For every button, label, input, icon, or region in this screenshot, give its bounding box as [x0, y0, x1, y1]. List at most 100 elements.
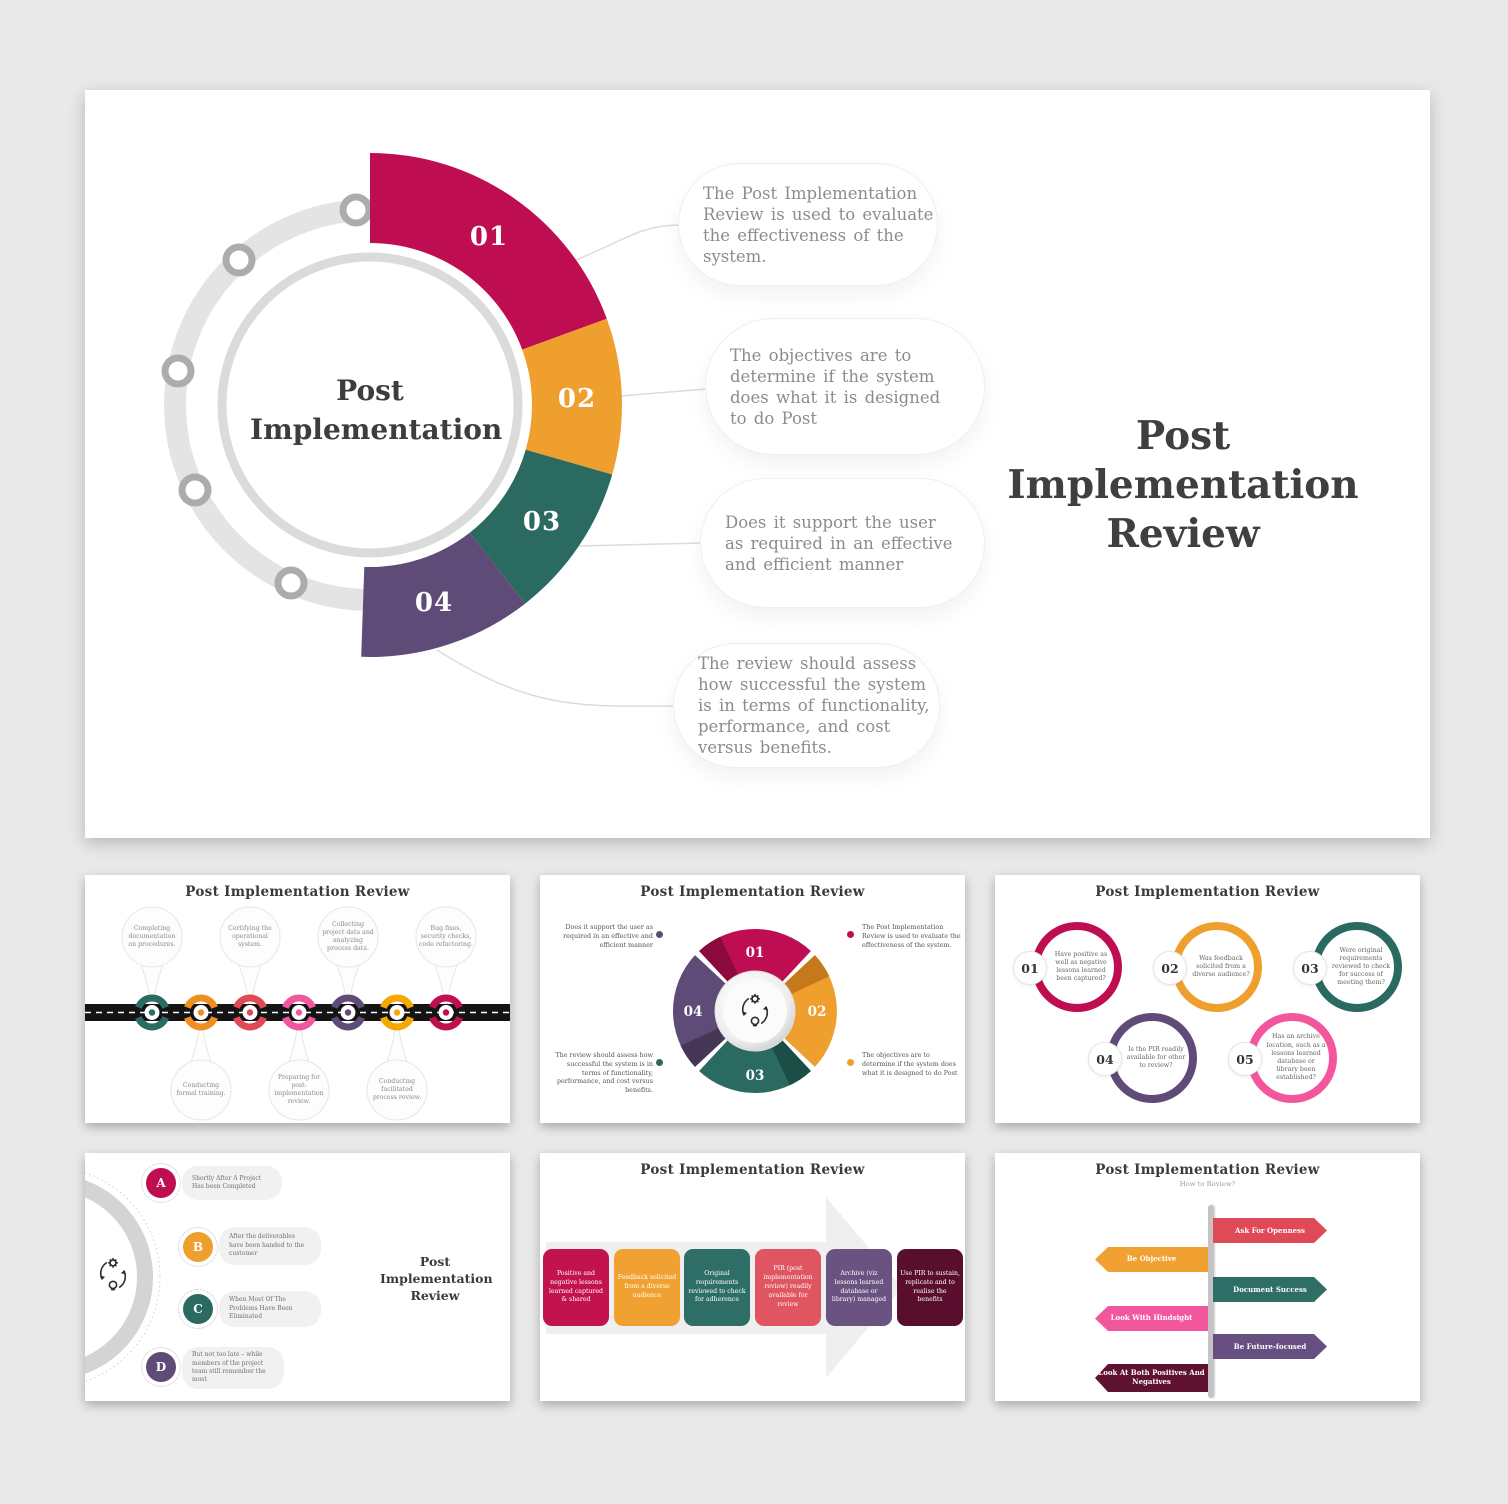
- letter: C: [193, 1302, 203, 1316]
- letter-note-text: But not too late – while members of the …: [192, 1351, 266, 1384]
- letter-note: After the deliverables have been handed …: [219, 1227, 321, 1265]
- slide-thumbnail-process[interactable]: Post Implementation Review Positive and …: [540, 1153, 965, 1401]
- ring-number: 01: [1021, 960, 1039, 976]
- letter-ring: [141, 1163, 181, 1203]
- note-text-2: The objectives are to determine if the s…: [730, 345, 941, 428]
- quad-diagram: 01 02 03 04: [672, 928, 837, 1094]
- note-dot: [847, 1059, 854, 1066]
- balloon-shapes: [121, 906, 477, 1121]
- ring-text: Have positive as well as negative lesson…: [1054, 950, 1108, 983]
- ring-text: Was feedback solicited from a diverse au…: [1192, 954, 1250, 979]
- sign-text: Be Future-focused: [1233, 1342, 1307, 1351]
- slide-thumbnail-letters[interactable]: A Shortly After A Project Has been Compl…: [85, 1153, 510, 1401]
- timeline-label: Conducting facilitated process review.: [372, 1077, 422, 1102]
- connector-lines: [436, 224, 708, 707]
- petal-number: 01: [746, 945, 765, 961]
- ring-number-badge: 04: [1088, 1042, 1122, 1076]
- side-arc-graphic: [85, 1172, 161, 1382]
- slide-thumbnail-timeline[interactable]: Post Implementation Review: [85, 875, 510, 1123]
- timeline-label: Conducting formal training.: [176, 1081, 226, 1097]
- ring-number: 02: [1161, 960, 1179, 976]
- letter-badge-d: D: [146, 1352, 176, 1382]
- signpost-pole: [1208, 1205, 1214, 1398]
- slide-thumbnail-rings[interactable]: Post Implementation Review Have positive…: [995, 875, 1420, 1123]
- segment-04-number: 04: [415, 588, 453, 618]
- segment-02-arc[interactable]: [522, 318, 622, 475]
- petal-number: 03: [746, 1068, 765, 1084]
- letter-note: When Most Of The Problems Have Been Elim…: [219, 1291, 321, 1327]
- note-bubble-2: The objectives are to determine if the s…: [705, 318, 985, 455]
- process-step-2: Feedback solicited from a diverse audien…: [614, 1249, 680, 1326]
- note-text-4: The review should assess how successful …: [698, 654, 930, 757]
- letter-badge-b: B: [183, 1232, 213, 1262]
- process-step-3: Original requirements reviewed to check …: [684, 1249, 750, 1326]
- sign-text: Document Success: [1233, 1285, 1307, 1294]
- process-step-1: Positive and negative lessons learned ca…: [543, 1249, 609, 1326]
- timeline-label: Completing documentation on procedures.: [128, 924, 176, 949]
- note-bubble-1: The Post Implementation Review is used t…: [678, 163, 938, 286]
- marker-centers: [144, 1005, 454, 1020]
- note-bubble-3: Does it support the user as required in …: [700, 478, 985, 608]
- segment-01-number: 01: [470, 222, 508, 252]
- sign-right-1: Ask For Openness: [1213, 1218, 1327, 1243]
- cycle-arrowhead: [100, 1275, 106, 1280]
- letter-badge-c: C: [183, 1294, 213, 1324]
- deck-title: Post Implementation Review: [1007, 413, 1359, 557]
- timeline-label: Certifying the operational system.: [228, 924, 272, 949]
- letter-ring: [141, 1347, 181, 1387]
- timeline-label: Collecting project data and analyzing pr…: [322, 920, 374, 953]
- process-step-text: Archive (viz lessons learned database or…: [831, 1269, 887, 1304]
- letter-badge-a: A: [146, 1168, 176, 1198]
- process-step-4: PIR (post implementation review) readily…: [755, 1249, 821, 1326]
- process-step-text: Positive and negative lessons learned ca…: [548, 1269, 604, 1304]
- note-dot: [656, 931, 663, 938]
- process-cycle-icon: [741, 993, 769, 1027]
- segment-03-arc[interactable]: [469, 449, 613, 604]
- sign-left-1: Be Objective: [1095, 1247, 1208, 1272]
- slide-title: Post Implementation Review: [640, 884, 865, 900]
- timeline-road-graphic: [85, 906, 510, 1121]
- ring-number: 04: [1096, 1051, 1114, 1067]
- slide-thumbnail-quad[interactable]: Post Implementation Review 01 02 03 04: [540, 875, 965, 1123]
- timeline-label: Preparing for post-implementation review…: [274, 1073, 324, 1106]
- slide-title: Post Implementation Review: [380, 1254, 493, 1303]
- letter-note: Shortly After A Project Has been Complet…: [182, 1166, 282, 1200]
- segment-01-arc[interactable]: [370, 153, 607, 350]
- segment-03-number: 03: [523, 507, 561, 537]
- timeline-markers: [135, 994, 463, 1031]
- process-step-text: Feedback solicited from a diverse audien…: [617, 1274, 677, 1299]
- ring-number-badge: 05: [1228, 1042, 1262, 1076]
- letter-note-text: Shortly After A Project Has been Complet…: [192, 1174, 262, 1190]
- process-step-text: Original requirements reviewed to check …: [688, 1269, 746, 1304]
- note-dot: [656, 1059, 663, 1066]
- cycle-arrowhead: [762, 1006, 768, 1011]
- slide-title: Post Implementation Review: [185, 884, 410, 900]
- letter-ring: [178, 1227, 218, 1267]
- sign-right-3: Be Future-focused: [1213, 1334, 1327, 1359]
- ring-number-badge: 01: [1013, 951, 1047, 985]
- petal-number: 04: [684, 1004, 703, 1020]
- sign-text: Look At Both Positives And Negatives: [1098, 1368, 1205, 1386]
- slide-main[interactable]: 01 02 03 04 Post Implementation The Post…: [85, 90, 1430, 838]
- process-step-text: PIR (post implementation review) readily…: [763, 1265, 813, 1308]
- segment-02-number: 02: [558, 384, 596, 414]
- slide-thumbnail-signpost[interactable]: Post Implementation Review How to Review…: [995, 1153, 1420, 1401]
- sign-text: Look With Hindsight: [1110, 1313, 1193, 1323]
- note-dot: [847, 931, 854, 938]
- letter: D: [155, 1360, 167, 1374]
- cycle-arrowhead: [120, 1270, 126, 1275]
- segment-04-arc[interactable]: [361, 532, 526, 657]
- slide-title: Post Implementation Review: [1095, 1162, 1320, 1178]
- letter-note: But not too late – while members of the …: [182, 1347, 284, 1389]
- letter-note-text: When Most Of The Problems Have Been Elim…: [229, 1296, 293, 1321]
- quad-note: The Post Implementation Review is used t…: [862, 923, 961, 949]
- slide-title: Post Implementation Review: [640, 1162, 865, 1178]
- note-text-1: The Post Implementation Review is used t…: [703, 183, 934, 266]
- note-bubble-4: The review should assess how successful …: [673, 643, 940, 768]
- sign-left-3: Look At Both Positives And Negatives: [1095, 1364, 1208, 1392]
- sign-text: Be Objective: [1126, 1254, 1177, 1264]
- note-text-3: Does it support the user as required in …: [725, 512, 953, 574]
- petal-number: 02: [808, 1004, 827, 1020]
- quad-note: The objectives are to determine if the s…: [862, 1051, 958, 1077]
